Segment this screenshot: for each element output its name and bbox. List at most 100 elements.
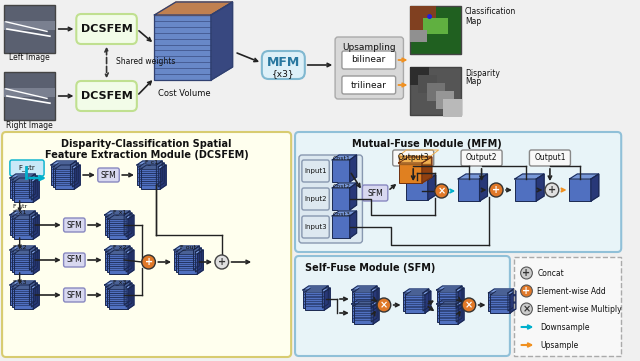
Polygon shape [352,286,377,290]
Polygon shape [438,302,464,306]
Polygon shape [29,211,35,235]
Polygon shape [515,174,544,179]
Circle shape [490,183,503,197]
Polygon shape [354,288,379,292]
Bar [104,250,124,270]
Polygon shape [324,288,330,310]
Bar [514,257,621,356]
Circle shape [215,255,228,269]
Bar [410,6,436,30]
Text: SFM: SFM [67,256,82,265]
Bar [10,215,29,235]
Text: SFM: SFM [67,291,82,300]
Bar [332,160,349,182]
Text: Feature Extraction Module (DCSFEM): Feature Extraction Module (DCSFEM) [45,150,248,160]
Circle shape [377,298,391,312]
Circle shape [462,298,476,312]
Bar [332,188,349,210]
Polygon shape [371,300,377,322]
Bar [406,180,428,200]
FancyBboxPatch shape [299,155,362,243]
Bar [410,30,427,42]
Text: F_out: F_out [179,244,196,250]
Bar [14,219,33,239]
Bar [405,295,425,313]
Bar [104,215,124,235]
Text: Shared weights: Shared weights [116,57,176,66]
Circle shape [435,184,449,198]
Polygon shape [354,302,379,306]
FancyBboxPatch shape [302,216,329,238]
Bar [427,83,445,101]
Bar [109,219,128,239]
Polygon shape [128,215,134,239]
Text: Concat: Concat [537,269,564,278]
Polygon shape [107,283,132,287]
Polygon shape [55,165,80,169]
Polygon shape [536,174,544,201]
Text: Element-wise Add: Element-wise Add [537,287,606,296]
Bar [139,167,158,187]
Polygon shape [31,176,37,200]
Text: Mutual-Fuse Module (MFM): Mutual-Fuse Module (MFM) [352,139,501,149]
Text: F_x1: F_x1 [12,209,27,215]
Text: +: + [218,257,226,267]
Bar [10,285,29,305]
FancyBboxPatch shape [342,51,396,69]
Polygon shape [332,155,356,160]
Polygon shape [323,286,328,308]
Polygon shape [124,246,130,270]
Text: +: + [522,286,531,296]
Polygon shape [70,161,76,185]
Text: +: + [145,257,152,267]
Bar [4,5,55,53]
Polygon shape [570,174,599,179]
FancyBboxPatch shape [461,150,502,166]
Polygon shape [428,175,436,200]
Polygon shape [14,215,39,219]
FancyBboxPatch shape [295,132,621,252]
Polygon shape [74,165,80,189]
Bar [352,304,371,322]
Polygon shape [12,248,37,252]
FancyBboxPatch shape [63,288,85,302]
Polygon shape [53,163,78,167]
FancyBboxPatch shape [63,253,85,267]
Bar [570,179,591,201]
Bar [178,254,197,274]
Bar [490,295,510,313]
Polygon shape [195,248,202,272]
Bar [305,292,324,310]
Text: Downsample: Downsample [540,322,589,331]
Polygon shape [12,176,37,180]
Bar [436,91,454,109]
Bar [4,21,55,30]
Bar [4,88,55,97]
Text: DCSFEM: DCSFEM [81,24,132,34]
Bar [176,252,195,272]
Bar [354,306,373,324]
Circle shape [141,255,156,269]
Polygon shape [508,289,514,311]
Polygon shape [107,248,132,252]
Circle shape [520,267,532,279]
Polygon shape [303,286,328,290]
Text: F_str: F_str [18,165,35,171]
Polygon shape [458,288,464,310]
Text: +: + [492,185,500,195]
Polygon shape [176,248,202,252]
Text: Output1: Output1 [534,153,566,162]
Polygon shape [479,174,488,201]
Polygon shape [156,161,162,185]
Polygon shape [349,155,356,182]
Polygon shape [160,165,166,189]
Bar [423,18,449,34]
Text: F_x1: F_x1 [112,209,127,215]
FancyBboxPatch shape [98,168,119,182]
Bar [12,287,31,307]
Polygon shape [305,288,330,292]
Polygon shape [107,213,132,217]
FancyBboxPatch shape [529,150,570,166]
Polygon shape [352,300,377,304]
Bar [137,165,156,185]
